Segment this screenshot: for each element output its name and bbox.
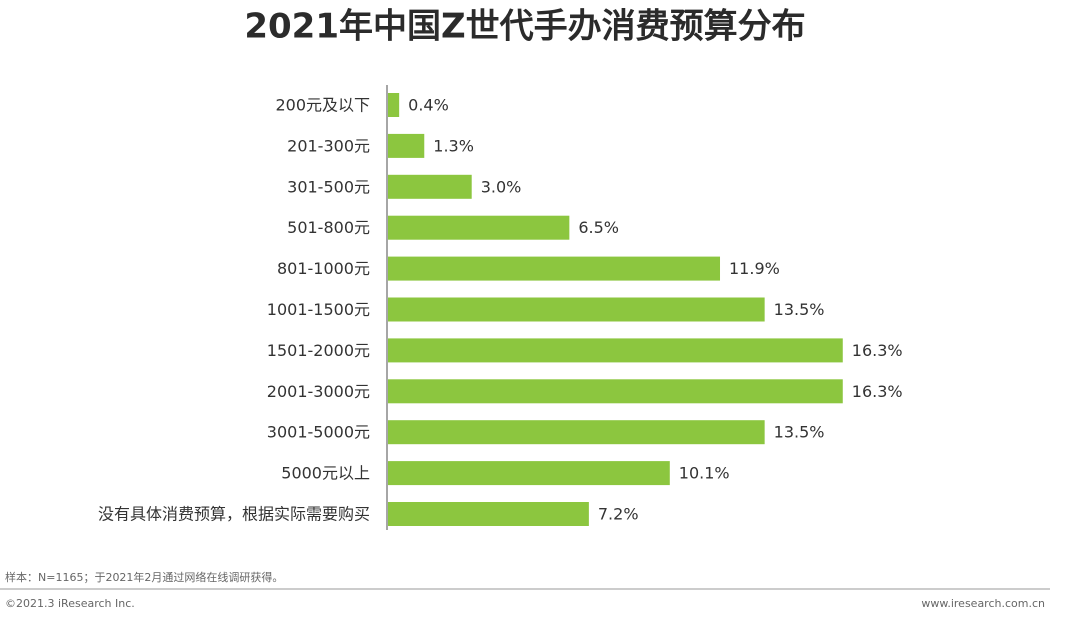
data-label: 16.3%	[852, 382, 903, 401]
category-label: 501-800元	[287, 218, 370, 237]
category-label: 3001-5000元	[267, 423, 370, 442]
category-label: 1001-1500元	[267, 300, 370, 319]
category-label: 1501-2000元	[267, 341, 370, 360]
chart-title: 2021年中国Z世代手办消费预算分布	[244, 7, 805, 47]
bar	[388, 420, 765, 445]
category-label: 200元及以下	[275, 96, 370, 115]
category-label: 没有具体消费预算，根据实际需要购买	[98, 505, 370, 524]
data-label: 13.5%	[774, 423, 825, 442]
bar	[388, 379, 843, 404]
data-label: 7.2%	[598, 505, 639, 524]
data-label: 13.5%	[774, 300, 825, 319]
bar	[388, 297, 765, 322]
data-label: 0.4%	[408, 96, 449, 115]
bar	[388, 93, 400, 117]
data-label: 6.5%	[578, 218, 619, 237]
data-label: 16.3%	[852, 341, 903, 360]
category-label: 201-300元	[287, 136, 370, 155]
bar	[388, 133, 425, 158]
data-label: 3.0%	[481, 177, 522, 196]
category-label: 5000元以上	[281, 464, 370, 483]
bar	[388, 215, 570, 240]
bar	[388, 174, 472, 199]
data-label: 10.1%	[679, 464, 730, 483]
category-label: 801-1000元	[277, 259, 370, 278]
bar	[388, 256, 721, 281]
bar	[388, 502, 589, 526]
copyright: ©2021.3 iResearch Inc.	[5, 597, 135, 610]
bar	[388, 461, 670, 486]
bar	[388, 338, 843, 363]
website: www.iresearch.com.cn	[921, 597, 1045, 610]
data-label: 11.9%	[729, 259, 780, 278]
data-label: 1.3%	[433, 136, 474, 155]
category-label: 301-500元	[287, 177, 370, 196]
footnote: 样本：N=1165；于2021年2月通过网络在线调研获得。	[5, 570, 283, 584]
category-label: 2001-3000元	[267, 382, 370, 401]
